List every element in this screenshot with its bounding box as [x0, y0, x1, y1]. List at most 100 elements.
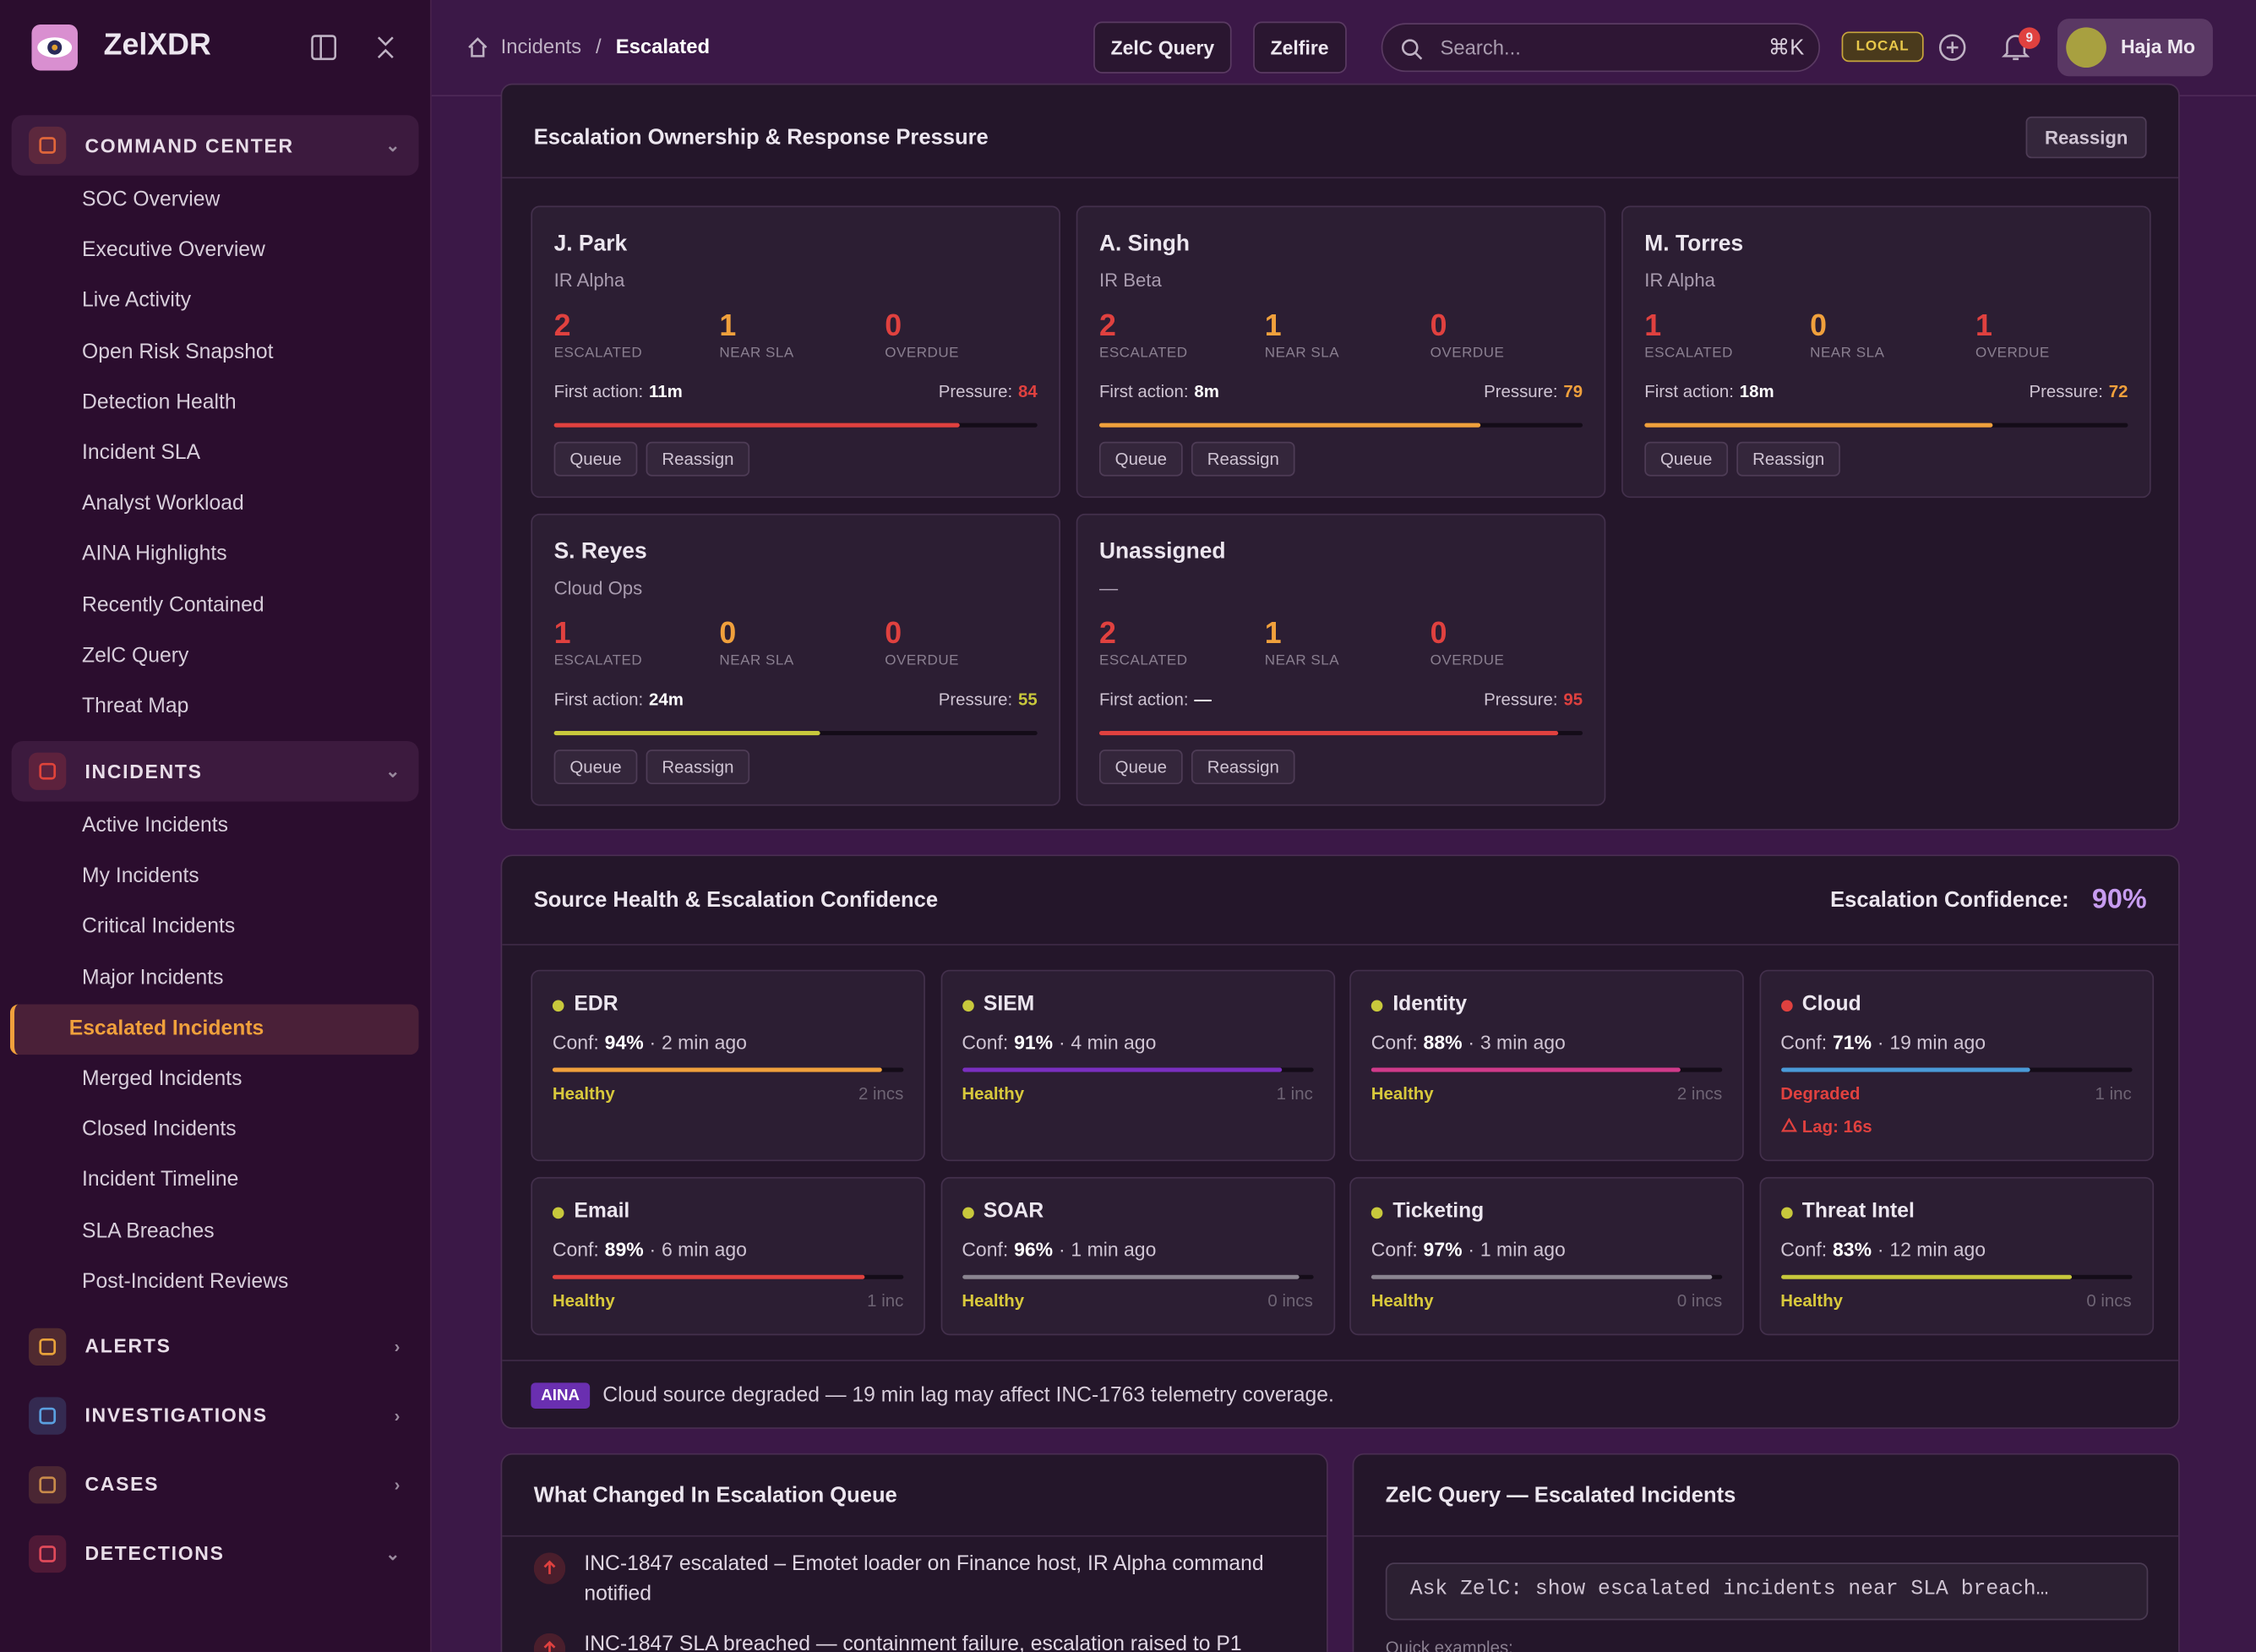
count-label: NEAR SLA: [1810, 345, 1885, 362]
panel-header: Escalation Ownership & Response Pressure…: [502, 96, 2179, 179]
top-button[interactable]: ZelC Query: [1093, 21, 1232, 74]
separator: ·: [1468, 1031, 1475, 1054]
nav-item[interactable]: Merged Incidents: [82, 1067, 242, 1091]
source-name: Cloud: [1801, 992, 1861, 1017]
last-seen: 3 min ago: [1479, 1031, 1566, 1054]
add-icon[interactable]: [1938, 33, 1967, 62]
search-box[interactable]: Search... ⌘K: [1381, 23, 1821, 73]
collapse-icon[interactable]: [374, 35, 397, 61]
card-actions: Queue Reassign: [553, 750, 759, 785]
nav-item[interactable]: My Incidents: [82, 864, 199, 889]
count-escalated: 1: [1644, 309, 1662, 343]
reassign-button[interactable]: Reassign: [1191, 750, 1295, 785]
section-icon: [29, 752, 67, 790]
count-escalated: 2: [1098, 309, 1116, 343]
queue-button[interactable]: Queue: [1098, 441, 1183, 477]
source-status: Degraded: [1780, 1083, 1861, 1104]
brand: ZelXDR: [103, 29, 211, 63]
crumb[interactable]: Incidents: [500, 34, 582, 58]
home-icon[interactable]: [466, 36, 489, 59]
section-header[interactable]: COMMAND CENTER ⌄: [11, 115, 419, 176]
pressure-label: Pressure:: [2029, 381, 2103, 402]
nav-item[interactable]: Closed Incidents: [82, 1118, 237, 1142]
nav-item[interactable]: Live Activity: [82, 289, 192, 313]
nav-item[interactable]: Incident SLA: [82, 441, 201, 465]
change-item: INC-1847 SLA breached — containment fail…: [533, 1630, 1282, 1652]
conf-bar: [552, 1274, 865, 1279]
chevron: ⌄: [385, 135, 402, 155]
topbar: Incidents / Escalated Search... ⌘K LOCAL 9…: [431, 0, 2256, 97]
nav-item[interactable]: SLA Breaches: [82, 1219, 215, 1243]
nav: COMMAND CENTER ⌄ SOC Overview Executive Ove…: [0, 106, 430, 1584]
nav-item[interactable]: Detection Health: [82, 390, 237, 414]
section-header[interactable]: INVESTIGATIONS ›: [12, 1386, 419, 1447]
icon-glyph: [39, 1407, 57, 1425]
nav-item[interactable]: Analyst Workload: [82, 492, 244, 515]
count-near-sla: 1: [719, 309, 737, 343]
nav-item[interactable]: Executive Overview: [82, 238, 265, 263]
queue-button[interactable]: Queue: [553, 750, 638, 785]
section-icon: [29, 1535, 67, 1573]
queue-button[interactable]: Queue: [1098, 750, 1183, 785]
count-label: NEAR SLA: [1264, 653, 1340, 669]
source-name: Threat Intel: [1801, 1200, 1915, 1224]
status-dot: [1370, 1207, 1383, 1219]
conf-value: 88%: [1423, 1031, 1463, 1054]
last-seen: 1 min ago: [1071, 1239, 1157, 1261]
top-button[interactable]: Zelfire: [1253, 21, 1347, 74]
changes-panel: What Changed In Escalation Queue INC-184…: [500, 1453, 1328, 1652]
reassign-button[interactable]: Reassign: [1191, 441, 1295, 477]
reassign-button[interactable]: Reassign: [646, 441, 750, 477]
avatar: [2066, 27, 2106, 68]
user-menu[interactable]: Haja Mo: [2057, 19, 2213, 77]
toggle-sidebar[interactable]: [311, 35, 337, 61]
owner-name: S. Reyes: [553, 539, 647, 564]
section-title: DETECTIONS: [84, 1543, 225, 1565]
conf-bar: [1370, 1274, 1712, 1279]
conf-track: [1370, 1274, 1723, 1279]
owner-team: —: [1098, 576, 1119, 599]
reassign-button[interactable]: Reassign: [1736, 441, 1841, 477]
nav-item[interactable]: Recently Contained: [82, 593, 264, 617]
nav-item[interactable]: Incident Timeline: [82, 1169, 239, 1192]
zelc-input[interactable]: Ask ZelC: show escalated incidents near …: [1385, 1562, 2149, 1621]
section-header[interactable]: CASES ›: [12, 1454, 419, 1515]
reassign-button[interactable]: Reassign: [2025, 116, 2147, 158]
source-conf: Conf: 88% · 3 min ago: [1371, 1032, 1566, 1054]
queue-button[interactable]: Queue: [1644, 441, 1729, 477]
section-title: COMMAND CENTER: [84, 134, 294, 156]
nav-item[interactable]: Critical Incidents: [82, 915, 236, 939]
incident-count: 1 inc: [1276, 1083, 1313, 1104]
change-item: INC-1847 escalated – Emotet loader on Fi…: [533, 1550, 1282, 1611]
reassign-button[interactable]: Reassign: [646, 750, 750, 785]
nav-item[interactable]: Open Risk Snapshot: [82, 340, 274, 364]
count-escalated: 1: [553, 617, 571, 651]
nav-item[interactable]: ZelC Query: [82, 644, 189, 668]
conf-value: 71%: [1833, 1031, 1872, 1054]
nav-item[interactable]: Post-Incident Reviews: [82, 1270, 289, 1294]
section-header[interactable]: DETECTIONS ⌄: [12, 1524, 419, 1584]
conf-bar: [962, 1274, 1300, 1279]
nav-item[interactable]: SOC Overview: [82, 188, 221, 212]
section-header[interactable]: INCIDENTS ⌄: [11, 741, 419, 802]
conf-track: [552, 1274, 904, 1279]
separator: ·: [1058, 1239, 1065, 1261]
count-near-sla: 1: [1264, 309, 1282, 343]
nav-item[interactable]: Major Incidents: [82, 966, 224, 990]
queue-button[interactable]: Queue: [553, 441, 638, 477]
nav-item[interactable]: Threat Map: [82, 695, 189, 718]
incident-count: 1 inc: [867, 1290, 904, 1311]
source-card: Threat Intel Conf: 83% · 12 min ago Healthy 0 …: [1758, 1176, 2154, 1336]
nav-item[interactable]: Escalated Incidents: [9, 1004, 419, 1055]
first-action-label: First action:: [553, 689, 644, 710]
icon-glyph: [39, 1546, 57, 1562]
ownership-panel: Escalation Ownership & Response Pressure…: [500, 83, 2180, 831]
nav-item[interactable]: AINA Highlights: [82, 542, 227, 566]
pressure-value: 79: [1563, 381, 1583, 402]
pressure: Pressure: 55: [939, 690, 1038, 710]
card-actions: Queue Reassign: [1098, 750, 1304, 785]
section-header[interactable]: ALERTS ›: [12, 1317, 419, 1377]
nav-item[interactable]: Active Incidents: [82, 814, 229, 838]
panel-header: What Changed In Escalation Queue: [502, 1455, 1327, 1537]
source-status: Healthy: [552, 1290, 615, 1311]
